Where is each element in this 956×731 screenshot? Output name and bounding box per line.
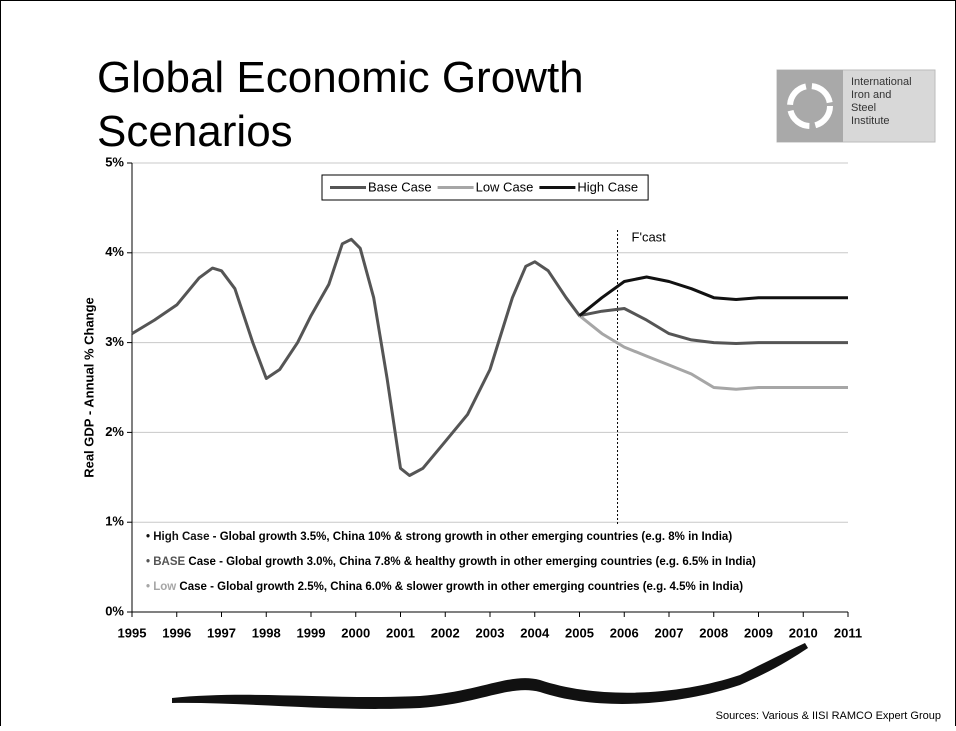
x-tick-label: 2002	[431, 625, 460, 640]
x-tick-label: 2004	[520, 625, 550, 640]
note-text: - Global growth 3.5%, China 10% & strong…	[209, 531, 732, 543]
x-tick-label: 2001	[386, 625, 415, 640]
logo-text: Steel	[851, 102, 876, 114]
y-tick-label: 2%	[105, 424, 124, 439]
note-lead: High Case	[153, 531, 209, 543]
series-line	[578, 275, 848, 317]
y-axis-label: Real GDP - Annual % Change	[81, 297, 96, 478]
note: • Low Case - Global growth 2.5%, China 6…	[146, 581, 743, 593]
x-tick-label: 1998	[252, 625, 281, 640]
logo-text: International	[851, 76, 912, 88]
note-bullet: •	[146, 581, 153, 593]
x-tick-label: 2009	[744, 625, 773, 640]
title: Global Economic Growth	[97, 53, 584, 102]
legend-box	[321, 174, 649, 201]
logo	[776, 69, 936, 143]
note-text: Case - Global growth 2.5%, China 6.0% & …	[176, 581, 743, 593]
x-tick-label: 2006	[610, 625, 639, 640]
note-lead: Low	[153, 581, 176, 593]
note: • BASE Case - Global growth 3.0%, China …	[146, 556, 756, 568]
legend-label: Base Case	[368, 179, 432, 194]
x-tick-label: 2003	[476, 625, 505, 640]
x-tick-label: 2005	[565, 625, 594, 640]
x-tick-label: 1996	[162, 625, 191, 640]
note-lead: BASE	[153, 556, 185, 568]
x-tick-label: 1997	[207, 625, 236, 640]
title: Scenarios	[97, 107, 293, 156]
x-tick-label: 1995	[118, 625, 147, 640]
note-bullet: •	[146, 531, 153, 543]
x-tick-label: 2010	[789, 625, 818, 640]
logo-mark-bg	[777, 70, 843, 142]
logo-mark	[787, 83, 833, 129]
series-line	[131, 237, 848, 477]
x-tick-label: 1999	[297, 625, 326, 640]
title-line: Global Economic Growth Scenarios	[97, 53, 584, 156]
logo-text: Iron and	[851, 89, 891, 101]
decorative-swoosh	[172, 643, 808, 709]
note-text: Case - Global growth 3.0%, China 7.8% & …	[185, 556, 756, 568]
y-tick-label: 3%	[105, 334, 124, 349]
x-tick-label: 2011	[834, 625, 862, 640]
y-tick-label: 5%	[105, 154, 124, 169]
series-line	[578, 314, 848, 391]
forecast-label: F'cast	[632, 229, 667, 244]
x-tick-label: 2007	[655, 625, 684, 640]
y-tick-label: 1%	[105, 514, 124, 529]
x-tick-label: 2000	[341, 625, 370, 640]
notes-box	[139, 524, 847, 600]
note: • High Case - Global growth 3.5%, China …	[146, 531, 732, 543]
x-tick-label: 2008	[699, 625, 728, 640]
legend-label: High Case	[577, 179, 638, 194]
y-tick-label: 4%	[105, 244, 124, 259]
note-bullet: •	[146, 556, 153, 568]
source-note: Sources: Various & IISI RAMCO Expert Gro…	[716, 710, 941, 722]
y-tick-label: 0%	[105, 603, 124, 618]
legend-label: Low Case	[476, 179, 534, 194]
logo-text: Institute	[851, 115, 890, 127]
